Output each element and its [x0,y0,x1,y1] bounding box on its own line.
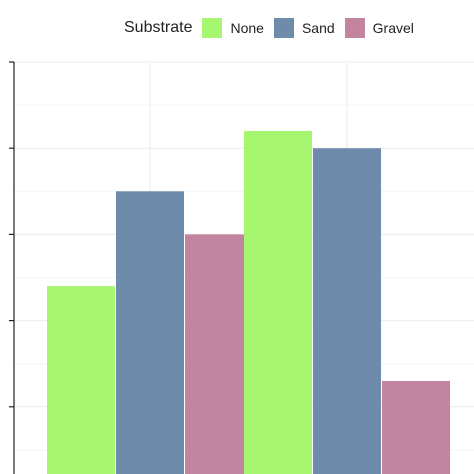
legend-key-none [202,18,223,38]
legend-label-none: None [230,20,264,36]
legend-item-sand: Sand [273,18,335,38]
bar-sand-2 [313,148,381,474]
legend-label-gravel: Gravel [372,20,414,36]
legend: Substrate None Sand Gravel [124,16,424,40]
bar-none-2 [244,130,312,474]
legend-label-sand: Sand [301,20,335,36]
bar-sand-1 [116,191,184,474]
legend-item-gravel: Gravel [344,18,414,38]
legend-title: Substrate [124,19,193,36]
bar-gravel-1 [185,234,253,474]
legend-key-sand [273,18,294,38]
legend-item-none: None [202,18,264,38]
legend-key-gravel [344,18,365,38]
bar-none-1 [47,286,115,474]
bar-gravel-2 [382,380,450,474]
